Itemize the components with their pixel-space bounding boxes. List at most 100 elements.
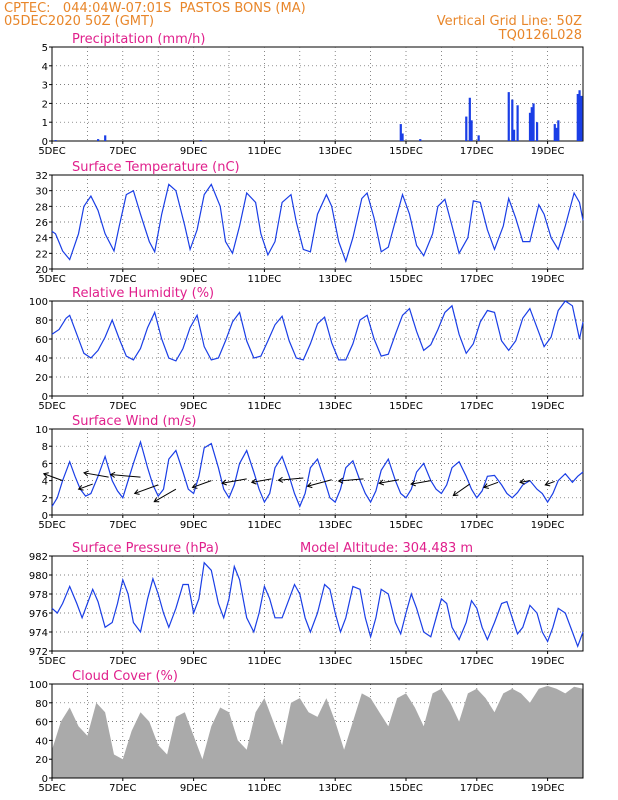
- wind-arrow-head: [306, 482, 313, 489]
- x-tick-label: 19DEC: [531, 401, 565, 412]
- x-tick-label: 7DEC: [109, 656, 136, 667]
- panel-frame: [51, 683, 584, 779]
- precip-bar: [576, 94, 579, 141]
- wind-arrow-shaft: [83, 472, 109, 478]
- station-title: CPTEC: 044:04W-07:01S PASTOS BONS (MA): [4, 1, 306, 16]
- series-line: [51, 439, 584, 508]
- x-tick-label: 11DEC: [248, 656, 282, 667]
- x-tick-label: 9DEC: [180, 401, 207, 412]
- y-tick-label: 978: [29, 590, 48, 601]
- y-tick-label: 4: [42, 62, 48, 73]
- y-tick-label: 8: [42, 442, 48, 453]
- x-tick-label: 7DEC: [109, 783, 136, 794]
- wind-arrow-head: [544, 480, 551, 487]
- x-tick-label: 17DEC: [460, 274, 494, 285]
- x-tick-label: 17DEC: [460, 520, 494, 531]
- y-tick-label: 80: [35, 699, 48, 710]
- wind-arrow-shaft: [453, 483, 471, 496]
- x-tick-label: 13DEC: [318, 783, 352, 794]
- wind-arrow-head: [250, 478, 257, 485]
- x-tick-label: 9DEC: [180, 520, 207, 531]
- wind-arrow-head: [483, 483, 489, 489]
- x-tick-label: 15DEC: [389, 783, 423, 794]
- wind-arrow-head: [133, 489, 140, 495]
- series-line: [51, 300, 584, 362]
- x-tick-label: 5DEC: [38, 401, 65, 412]
- wind-arrow-shaft: [483, 481, 499, 488]
- x-tick-label: 17DEC: [460, 146, 494, 157]
- x-tick-label: 9DEC: [180, 146, 207, 157]
- precip-bar: [507, 92, 510, 141]
- y-tick-label: 0: [42, 137, 48, 148]
- x-tick-label: 11DEC: [248, 146, 282, 157]
- y-tick-label: 972: [29, 647, 48, 658]
- panel-title: Cloud Cover (%): [72, 669, 178, 684]
- wind-arrow-head: [277, 476, 284, 483]
- y-tick-label: 2: [42, 99, 48, 110]
- x-tick-label: 11DEC: [248, 274, 282, 285]
- panel-title: Surface Pressure (hPa): [72, 541, 219, 556]
- series-line: [51, 183, 584, 264]
- y-tick-label: 60: [35, 718, 48, 729]
- wind-arrow-head: [221, 479, 227, 486]
- x-tick-label: 5DEC: [38, 656, 65, 667]
- x-tick-label: 7DEC: [109, 274, 136, 285]
- wind-arrow-head: [153, 497, 160, 503]
- panel-frame: [51, 428, 584, 516]
- x-tick-label: 9DEC: [180, 274, 207, 285]
- precip-bar: [530, 107, 533, 141]
- precip-bar: [401, 133, 404, 141]
- series-line: [51, 561, 584, 649]
- cloud-area: [52, 685, 583, 778]
- x-tick-label: 15DEC: [389, 401, 423, 412]
- y-tick-label: 0: [42, 774, 48, 785]
- wind-arrow-head: [109, 471, 116, 478]
- y-tick-label: 6: [42, 459, 48, 470]
- precip-bar: [553, 124, 556, 141]
- x-tick-label: 11DEC: [248, 401, 282, 412]
- x-tick-label: 9DEC: [180, 656, 207, 667]
- y-tick-label: 26: [35, 218, 48, 229]
- precip-bar: [535, 122, 539, 141]
- y-tick-label: 100: [29, 680, 48, 691]
- x-tick-label: 19DEC: [531, 146, 565, 157]
- y-tick-label: 100: [29, 297, 48, 308]
- wind-arrow-shaft: [545, 480, 555, 486]
- chart-header: CPTEC: 044:04W-07:01S PASTOS BONS (MA) 0…: [0, 0, 618, 46]
- x-tick-label: 13DEC: [318, 656, 352, 667]
- panel-title: Precipitation (mm/h): [72, 32, 205, 47]
- x-tick-label: 19DEC: [531, 783, 565, 794]
- wind-arrow-shaft: [278, 477, 304, 481]
- x-tick-label: 5DEC: [38, 520, 65, 531]
- y-tick-label: 20: [35, 265, 48, 276]
- wind-arrow-shaft: [410, 480, 431, 485]
- precip-bar: [557, 120, 560, 141]
- wind-arrow-shaft: [338, 478, 364, 482]
- wind-arrow-shaft: [78, 483, 93, 490]
- vertical-grid-note: Vertical Grid Line: 50Z: [436, 14, 582, 29]
- y-tick-label: 20: [35, 755, 48, 766]
- wind-arrow-head: [337, 477, 344, 484]
- precip-bar: [511, 99, 514, 141]
- y-tick-label: 80: [35, 316, 48, 327]
- y-tick-label: 60: [35, 335, 48, 346]
- x-tick-label: 13DEC: [318, 520, 352, 531]
- precip-bar: [512, 129, 516, 141]
- x-tick-label: 15DEC: [389, 274, 423, 285]
- x-tick-label: 17DEC: [460, 656, 494, 667]
- precip-bar: [104, 135, 107, 141]
- x-tick-label: 13DEC: [318, 401, 352, 412]
- x-tick-label: 19DEC: [531, 656, 565, 667]
- panel-title: Relative Humidity (%): [72, 286, 214, 301]
- precip-bar: [465, 116, 468, 141]
- precip-bar: [199, 140, 202, 141]
- y-tick-label: 10: [35, 425, 48, 436]
- x-tick-label: 19DEC: [531, 520, 565, 531]
- x-tick-label: 15DEC: [389, 146, 423, 157]
- precip-bar: [532, 103, 535, 141]
- y-tick-label: 976: [29, 609, 48, 620]
- x-tick-label: 19DEC: [531, 274, 565, 285]
- y-tick-label: 40: [35, 354, 48, 365]
- panel-frame: [51, 300, 584, 397]
- wind-arrow-head: [77, 484, 84, 491]
